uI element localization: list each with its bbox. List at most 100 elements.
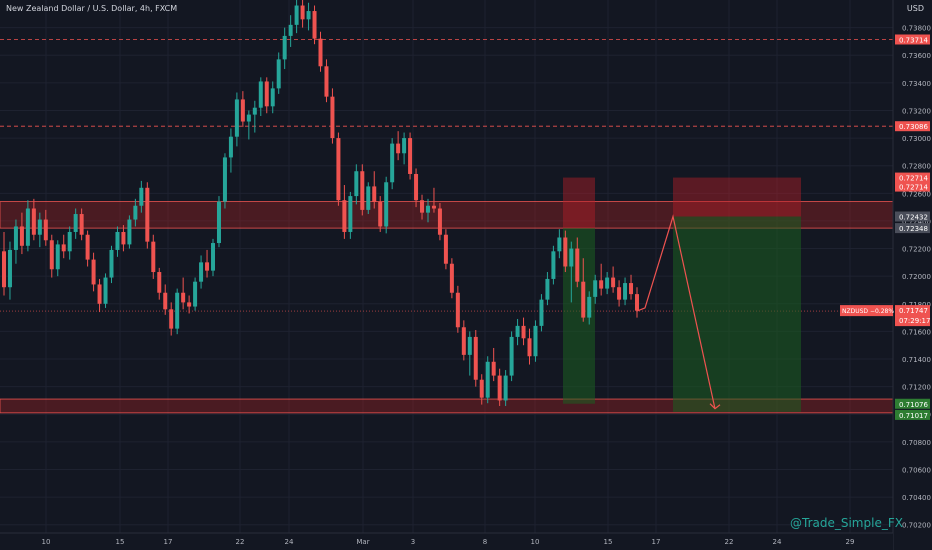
- candle-body: [497, 375, 502, 401]
- price-tick-label: 0.70600: [902, 466, 931, 474]
- time-axis[interactable]: 10 15 17 22 24 Mar 3 8 10 15 17 22 24 29: [0, 532, 893, 550]
- time-tick-label: 29: [846, 538, 855, 546]
- projection-path: [636, 214, 716, 409]
- candle-body: [629, 283, 634, 295]
- projection-arrowhead: [709, 403, 721, 410]
- price-axis[interactable]: 0.73800 0.73600 0.73400 0.73200 0.73000 0.728…: [892, 0, 932, 550]
- price-label-text: 0.73714: [899, 36, 928, 44]
- price-tick-label: 0.70800: [902, 439, 931, 447]
- candle-body: [139, 187, 144, 206]
- candle-body: [222, 157, 227, 202]
- price-tick-label: 0.72800: [902, 163, 931, 171]
- symbol-change-tag: [840, 305, 893, 317]
- candle-body: [300, 5, 305, 20]
- candle-body: [348, 196, 353, 232]
- candle-body: [318, 38, 323, 67]
- time-tick-label: Mar: [356, 538, 369, 546]
- candle-body: [258, 81, 263, 108]
- candle-body: [461, 327, 466, 355]
- candle-body: [449, 263, 454, 293]
- candle-body: [503, 375, 508, 401]
- candle-body: [623, 283, 628, 300]
- candle-body: [115, 231, 120, 250]
- candle-body: [264, 81, 269, 107]
- candle-body: [545, 278, 550, 300]
- candles-layer: [2, 0, 639, 406]
- candle-body: [599, 280, 604, 289]
- candle-body: [593, 280, 598, 297]
- candle-body: [635, 294, 639, 311]
- candle-body: [515, 325, 520, 337]
- candle-body: [557, 237, 562, 252]
- stop-loss-box: [673, 177, 801, 217]
- candle-body: [533, 325, 538, 357]
- candle-body: [85, 234, 90, 260]
- price-label-tag: [895, 223, 930, 234]
- price-tick-label: 0.73400: [902, 80, 931, 88]
- candle-body: [539, 299, 544, 326]
- candle-body: [336, 138, 341, 201]
- current-price-tag: [895, 305, 930, 327]
- time-tick-label: 3: [411, 538, 415, 546]
- candle-body: [509, 336, 514, 376]
- candle-body: [575, 248, 580, 282]
- candle-body: [133, 205, 138, 220]
- candle-body: [25, 208, 30, 246]
- candle-body: [294, 5, 299, 25]
- price-label-tag: [895, 211, 930, 222]
- time-tick-label: 10: [42, 538, 51, 546]
- price-label-tag: [895, 34, 930, 45]
- candle-body: [324, 66, 329, 97]
- price-tick-label: 0.70400: [902, 494, 931, 502]
- candle-body: [145, 187, 150, 242]
- candle-body: [91, 259, 96, 285]
- symbol-change-text: NZDUSD −0.28%: [842, 308, 894, 315]
- candle-body: [402, 138, 407, 154]
- price-tick-label: 0.70200: [902, 522, 931, 530]
- candle-body: [270, 88, 275, 107]
- candle-body: [67, 231, 72, 252]
- candle-body: [211, 243, 216, 271]
- candle-body: [473, 336, 478, 380]
- time-axis-bg: [0, 533, 893, 550]
- time-tick-label: 17: [164, 538, 173, 546]
- symbol-title: New Zealand Dollar / U.S. Dollar, 4h, FX…: [6, 4, 178, 13]
- price-tick-label: 0.71200: [902, 384, 931, 392]
- price-tick-label: 0.73000: [902, 135, 931, 143]
- price-tick-label: 0.71400: [902, 356, 931, 364]
- price-tick-label: 0.73600: [902, 52, 931, 60]
- price-tick-label: 0.72000: [902, 273, 931, 281]
- candle-body: [521, 325, 526, 339]
- candle-body: [306, 11, 311, 20]
- candle-body: [431, 205, 436, 209]
- candle-body: [312, 11, 317, 39]
- candle-body: [199, 262, 204, 282]
- candle-body: [205, 262, 210, 271]
- candle-body: [13, 226, 18, 250]
- candle-body: [581, 281, 586, 318]
- price-label-text: 0.72348: [899, 225, 928, 233]
- time-tick-label: 24: [773, 538, 782, 546]
- current-price-text: 0.71747: [899, 307, 928, 315]
- candle-body: [372, 186, 377, 202]
- price-tick-label: 0.71600: [902, 328, 931, 336]
- candle-body: [73, 214, 78, 232]
- candle-body: [384, 182, 389, 227]
- time-tick-label: 15: [116, 538, 125, 546]
- candle-body: [611, 277, 616, 288]
- time-tick-label: 22: [236, 538, 245, 546]
- candle-body: [455, 292, 460, 328]
- price-axis-bg: [893, 0, 932, 550]
- price-label-tag: [895, 121, 930, 132]
- candle-body: [425, 205, 430, 213]
- candle-body: [240, 99, 245, 122]
- candle-body: [617, 287, 622, 300]
- candle-body: [61, 244, 66, 252]
- candle-body: [31, 208, 36, 235]
- candle-body: [354, 171, 359, 197]
- candle-body: [276, 59, 281, 89]
- candle-body: [437, 208, 442, 235]
- time-tick-label: 10: [531, 538, 540, 546]
